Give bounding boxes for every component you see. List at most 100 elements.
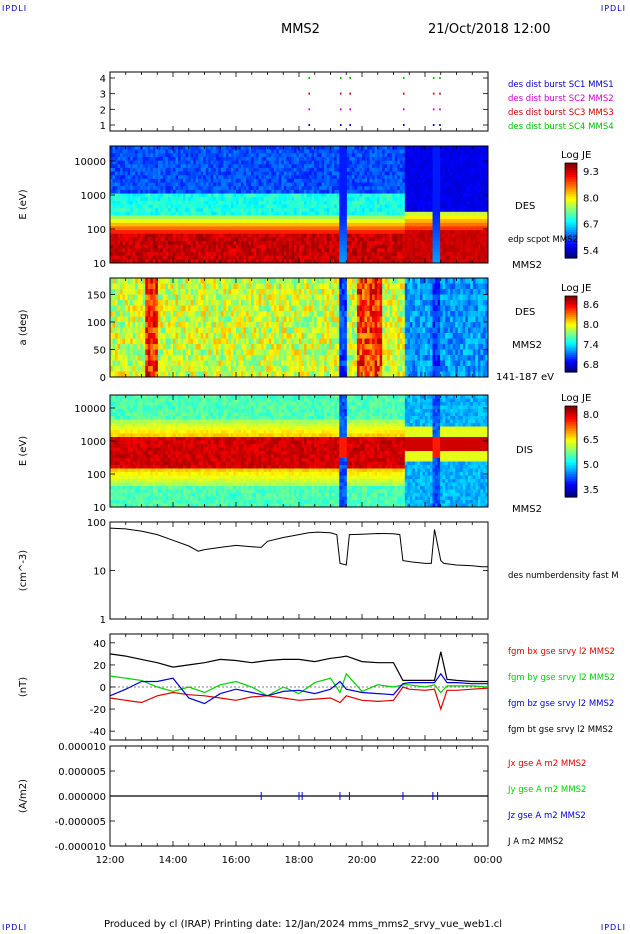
des-energy-cell [387, 226, 391, 231]
des-energy-cell [321, 160, 325, 165]
des-energy-cell [256, 226, 260, 231]
des-energy-cell [200, 182, 204, 187]
des-energy-cell [288, 153, 292, 158]
des-energy-cell [117, 208, 121, 213]
des-energy-cell [460, 182, 464, 187]
des-energy-cell [346, 193, 350, 198]
des-energy-cell [183, 259, 187, 264]
des-energy-cell [341, 175, 345, 180]
des-energy-cell [382, 259, 386, 264]
des-energy-cell [200, 255, 204, 260]
des-energy-cell [430, 233, 434, 238]
des-energy-cell [203, 252, 207, 257]
des-energy-cell [450, 153, 454, 158]
des-energy-cell [404, 186, 408, 191]
des-energy-cell [306, 244, 310, 249]
des-energy-cell [248, 153, 252, 158]
des-energy-cell [452, 167, 456, 173]
des-energy-cell [336, 208, 340, 213]
des-energy-cell [112, 259, 116, 264]
des-energy-cell [472, 160, 476, 165]
des-energy-cell [210, 164, 214, 169]
des-energy-cell [364, 200, 368, 205]
des-energy-cell [276, 244, 280, 249]
des-energy-cell [175, 153, 179, 158]
des-energy-cell [482, 167, 486, 173]
des-energy-cell [452, 175, 456, 180]
des-energy-cell [467, 167, 471, 173]
des-energy-cell [230, 182, 234, 187]
des-energy-cell [435, 156, 439, 162]
des-energy-cell [485, 186, 489, 191]
des-energy-cell [427, 255, 431, 260]
des-energy-cell [306, 204, 310, 209]
des-energy-cell [263, 160, 267, 165]
des-energy-cell [334, 248, 338, 253]
des-energy-cell [248, 252, 252, 257]
des-energy-cell [452, 211, 456, 216]
des-energy-cell [341, 153, 345, 158]
des-energy-cell [205, 259, 209, 264]
des-energy-cell [465, 233, 469, 238]
des-energy-cell [377, 252, 381, 257]
des-energy-cell [351, 178, 355, 184]
des-energy-cell [482, 219, 486, 224]
des-energy-cell [137, 219, 141, 224]
des-energy-cell [137, 149, 141, 154]
des-energy-cell [248, 215, 252, 220]
des-energy-cell [130, 197, 134, 202]
des-energy-cell [220, 200, 224, 205]
des-energy-cell [356, 204, 360, 209]
des-energy-cell [397, 255, 401, 260]
des-energy-cell [218, 153, 222, 158]
des-energy-cell [142, 149, 146, 154]
des-energy-cell [480, 252, 484, 257]
des-energy-cell [402, 178, 406, 184]
des-energy-cell [152, 230, 156, 235]
des-energy-cell [198, 237, 202, 242]
des-energy-cell [372, 175, 376, 180]
des-energy-cell [382, 255, 386, 260]
des-energy-cell [384, 208, 388, 213]
des-energy-cell [263, 259, 267, 264]
des-energy-cell [412, 237, 416, 242]
des-energy-cell [127, 156, 131, 162]
des-energy-cell [258, 197, 262, 202]
des-energy-cell [404, 182, 408, 187]
des-energy-colorbar-cell [565, 217, 577, 221]
des-energy-cell [266, 208, 270, 213]
des-energy-cell [178, 215, 182, 220]
des-energy-cell [427, 167, 431, 173]
des-energy-cell [152, 160, 156, 165]
des-energy-cell [266, 230, 270, 235]
des-energy-cell [319, 171, 323, 176]
des-energy-cell [258, 160, 262, 165]
des-energy-cell [268, 178, 272, 184]
des-energy-cell [236, 160, 240, 165]
des-energy-cell [432, 156, 436, 162]
des-energy-cell [334, 189, 338, 195]
des-energy-cell [417, 219, 421, 224]
des-energy-cell [173, 248, 177, 253]
des-energy-cell [155, 215, 159, 220]
des-energy-cell [130, 244, 134, 249]
des-energy-cell [334, 241, 338, 246]
des-energy-cell [150, 146, 154, 151]
des-energy-cell [460, 171, 464, 176]
des-energy-cell [190, 182, 194, 187]
des-energy-cell [329, 182, 333, 187]
des-energy-cell [392, 252, 396, 257]
des-energy-cell [485, 189, 489, 195]
des-energy-cell [460, 149, 464, 154]
des-energy-cell [354, 230, 358, 235]
des-energy-cell [218, 233, 222, 238]
des-energy-cell [351, 241, 355, 246]
des-energy-colorbar-cell [565, 167, 577, 171]
des-energy-cell [419, 182, 423, 187]
des-energy-cell [372, 259, 376, 264]
des-energy-cell [193, 222, 197, 227]
des-energy-cell [233, 160, 237, 165]
des-energy-cell [162, 222, 166, 227]
des-energy-cell [450, 259, 454, 264]
des-energy-cell [228, 160, 232, 165]
